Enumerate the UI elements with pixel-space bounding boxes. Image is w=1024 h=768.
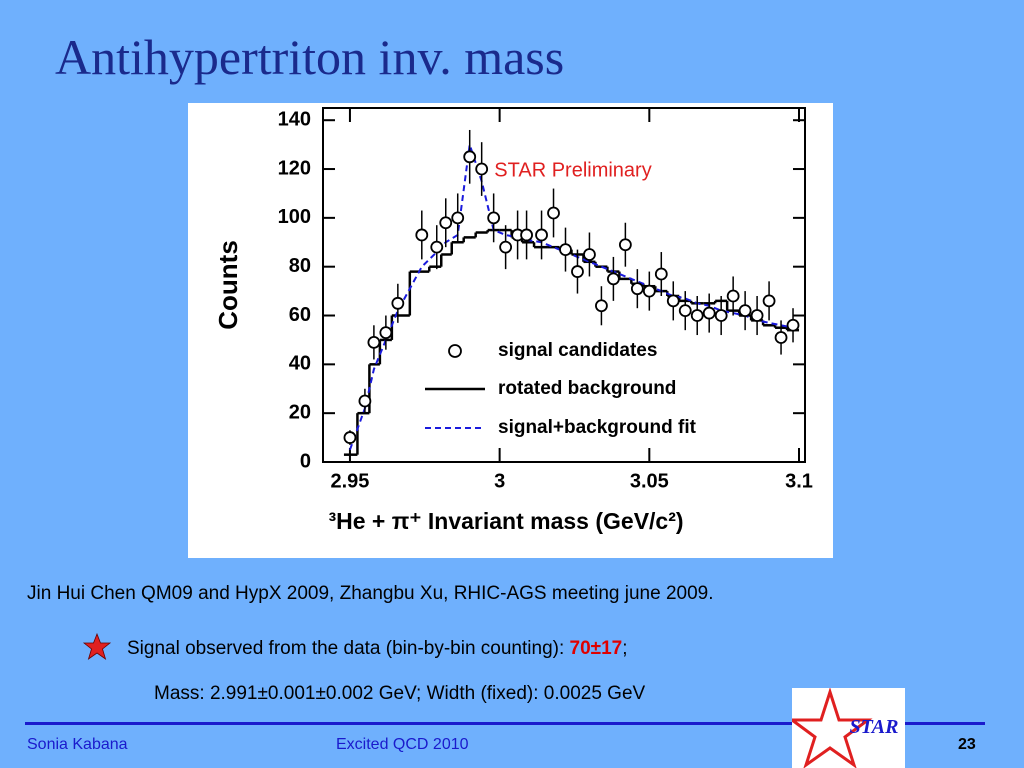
signal-point xyxy=(774,331,788,344)
signal-point xyxy=(499,240,513,254)
signal-point xyxy=(415,228,429,242)
footer-event: Excited QCD 2010 xyxy=(336,736,469,753)
signal-point xyxy=(367,335,381,349)
signal-point xyxy=(714,309,728,322)
legend-label: signal+background fit xyxy=(498,417,697,438)
signal-point xyxy=(702,306,716,320)
x-axis-label: ³He + π⁺ Invariant mass (GeV/c²) xyxy=(328,508,683,534)
signal-point xyxy=(451,211,465,225)
signal-point xyxy=(358,394,372,408)
x-tick-label: 3.1 xyxy=(785,470,813,492)
y-tick-label: 60 xyxy=(289,304,311,326)
signal-point xyxy=(690,309,704,322)
x-tick-label: 3.05 xyxy=(630,470,669,492)
signal-point xyxy=(559,243,572,257)
signal-point xyxy=(738,304,752,318)
x-tick-label: 2.95 xyxy=(330,470,369,492)
legend-label: signal candidates xyxy=(498,340,657,361)
bullet-text: Signal observed from the data (bin-by-bi… xyxy=(127,638,628,660)
citation: Jin Hui Chen QM09 and HypX 2009, Zhangbu… xyxy=(27,583,714,604)
x-tick-label: 3 xyxy=(494,470,505,492)
star-logo: STAR xyxy=(792,688,905,768)
signal-point xyxy=(618,238,632,252)
annotation: STAR Preliminary xyxy=(494,159,651,181)
y-tick-label: 80 xyxy=(289,255,311,277)
signal-point xyxy=(520,228,533,242)
signal-point xyxy=(786,318,800,332)
legend-marker xyxy=(448,344,462,358)
signal-point xyxy=(606,272,620,286)
signal-point xyxy=(391,296,405,310)
y-tick-label: 40 xyxy=(289,353,311,375)
page-number: 23 xyxy=(958,736,976,753)
y-tick-label: 20 xyxy=(289,401,311,423)
signal-point xyxy=(430,240,444,254)
slide-title: Antihypertriton inv. mass xyxy=(55,29,565,85)
signal-point xyxy=(750,309,764,322)
y-tick-label: 120 xyxy=(278,157,311,179)
y-axis-label: Counts xyxy=(213,240,243,330)
signal-point xyxy=(487,211,501,225)
signal-point xyxy=(463,150,477,164)
footer-rule xyxy=(25,722,985,725)
signal-point xyxy=(379,326,393,340)
signal-point xyxy=(535,228,548,242)
bullet-star xyxy=(82,632,112,660)
plot-frame xyxy=(322,107,806,463)
bullet-value: 70±17 xyxy=(569,638,623,659)
signal-point xyxy=(630,282,644,296)
bullet-part: Signal observed from the data (bin-by-bi… xyxy=(127,638,570,659)
signal-point xyxy=(595,299,608,313)
signal-point xyxy=(678,304,692,318)
logo-text: STAR xyxy=(850,716,899,738)
signal-point xyxy=(547,206,560,220)
chart: STAR Preliminary ³He + π⁺ Invariant mass… xyxy=(188,103,833,558)
signal-point xyxy=(762,294,776,308)
signal-point xyxy=(475,162,489,176)
y-tick-label: 140 xyxy=(278,108,311,130)
legend-label: rotated background xyxy=(498,378,676,399)
footer-author: Sonia Kabana xyxy=(27,736,128,753)
fit-line xyxy=(349,144,794,451)
signal-point xyxy=(642,284,656,298)
signal-point xyxy=(666,294,680,308)
y-tick-label: 100 xyxy=(278,206,311,228)
signal-point xyxy=(726,289,740,303)
signal-point xyxy=(571,265,584,278)
signal-point xyxy=(583,248,596,261)
bullet-part: ; xyxy=(622,638,628,659)
signal-point xyxy=(343,431,357,444)
y-tick-label: 0 xyxy=(300,450,311,472)
signal-point xyxy=(439,216,453,230)
mass-text: Mass: 2.991±0.001±0.002 GeV; Width (fixe… xyxy=(154,683,646,704)
signal-point xyxy=(654,267,668,281)
